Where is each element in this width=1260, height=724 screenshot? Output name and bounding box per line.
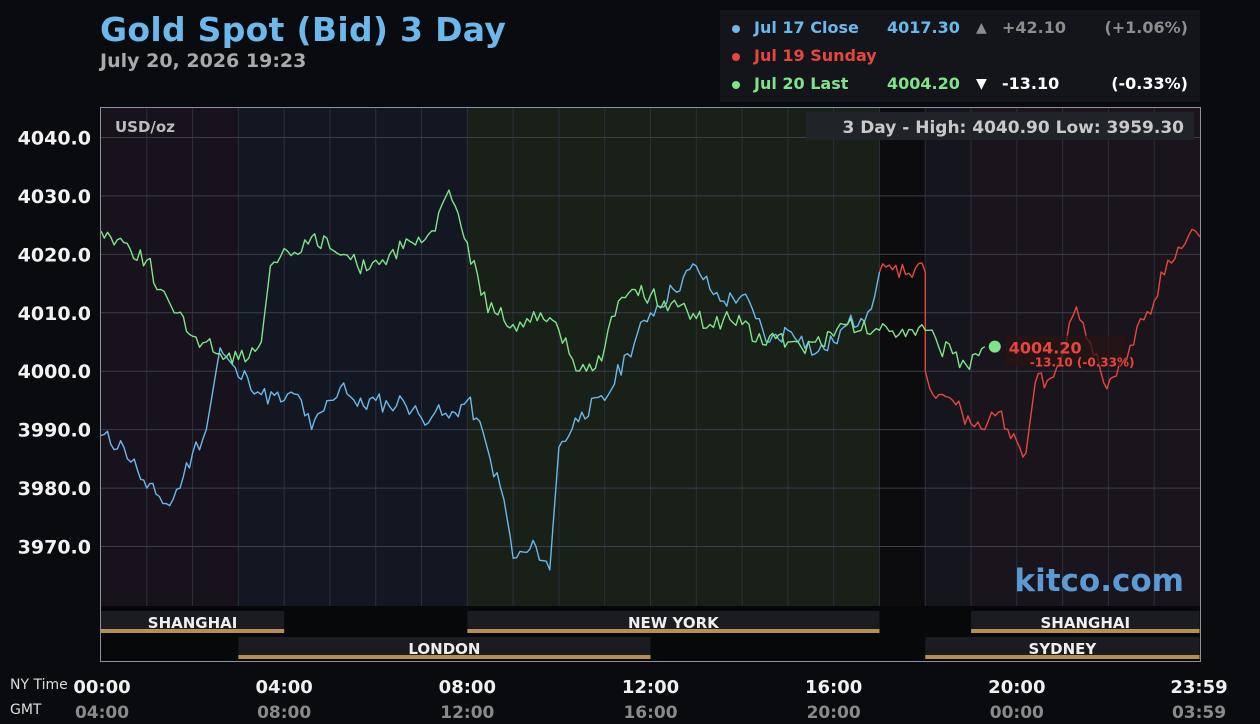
y-tick-label: 3980.0	[18, 478, 91, 500]
legend-row-jul17: Jul 17 Close 4017.30 ▲ +42.10 (+1.06%)	[720, 18, 1200, 42]
y-tick-label: 4020.0	[18, 244, 91, 266]
legend-price: 4004.20	[887, 74, 960, 93]
market-bar	[467, 629, 880, 633]
market-bar	[925, 655, 1200, 659]
gmt-time-tick: 08:00	[257, 703, 312, 723]
ny-time-tick: 00:00	[73, 677, 131, 698]
last-price-dot	[988, 340, 1001, 353]
market-bar	[101, 629, 285, 633]
y-tick-label: 3990.0	[18, 420, 91, 442]
legend: Jul 17 Close 4017.30 ▲ +42.10 (+1.06%) J…	[720, 10, 1200, 102]
legend-label: Jul 20 Last	[754, 74, 849, 93]
session-band	[467, 108, 880, 606]
legend-label: Jul 19 Sunday	[754, 46, 877, 65]
market-label: NEW YORK	[628, 614, 720, 632]
watermark: kitco.com	[1015, 563, 1185, 599]
market-bg	[467, 611, 880, 629]
up-arrow-icon: ▲	[976, 20, 987, 36]
series-line-2	[100, 189, 986, 372]
market-bar	[971, 629, 1200, 633]
last-change-text: -13.10 (-0.33%)	[1030, 356, 1135, 370]
legend-percent: (-0.33%)	[1111, 74, 1188, 93]
gmt-time-tick: 00:00	[989, 703, 1044, 723]
chart-title: Gold Spot (Bid) 3 Day	[100, 10, 507, 49]
market-bg	[971, 611, 1200, 629]
gmt-time-tick: 16:00	[623, 703, 678, 723]
y-axis: 4040.0 4030.0 4020.0 4010.0 4000.0 3990.0 3980…	[18, 128, 91, 559]
gmt-label: GMT	[10, 702, 42, 718]
series-line-1	[878, 228, 1201, 458]
last-price-text: 4004.20	[1009, 339, 1082, 358]
ny-time-tick: 16:00	[805, 677, 863, 698]
legend-percent: (+1.06%)	[1104, 18, 1188, 37]
ny-time-label: NY Time	[10, 677, 68, 693]
session-band	[101, 108, 239, 606]
ny-time-tick: 08:00	[438, 677, 496, 698]
market-label: SHANGHAI	[148, 614, 238, 632]
legend-price: 4017.30	[887, 18, 960, 37]
unit-label: USD/oz	[115, 118, 175, 136]
y-tick-label: 3970.0	[18, 537, 91, 559]
legend-change: -13.10	[1002, 74, 1060, 93]
ny-time-tick: 23:59	[1170, 677, 1228, 698]
market-bg	[238, 637, 651, 655]
market-label: SHANGHAI	[1041, 614, 1131, 632]
session-band	[925, 108, 972, 606]
y-tick-label: 4000.0	[18, 361, 91, 383]
high-low-box	[806, 112, 1194, 140]
last-price-box	[1004, 335, 1125, 366]
gmt-time-tick: 20:00	[806, 703, 861, 723]
plot-frame	[100, 107, 1201, 662]
high-low-text: 3 Day - High: 4040.90 Low: 3959.30	[842, 118, 1184, 138]
gmt-time-tick: 12:00	[440, 703, 495, 723]
y-tick-label: 4010.0	[18, 303, 91, 325]
ny-time-tick: 20:00	[988, 677, 1046, 698]
last-price-marker: 4004.20-13.10 (-0.33%)	[988, 335, 1135, 370]
y-tick-label: 4040.0	[18, 128, 91, 150]
legend-row-jul19: Jul 19 Sunday	[720, 46, 1200, 70]
legend-label: Jul 17 Close	[754, 18, 859, 37]
chart-timestamp: July 20, 2026 19:23	[100, 50, 307, 72]
series-lines	[100, 189, 1201, 571]
ny-time-tick: 04:00	[255, 677, 313, 698]
session-band	[879, 108, 926, 606]
grid	[101, 108, 1200, 606]
market-bg	[925, 637, 1200, 655]
series-line-0	[100, 263, 881, 571]
market-label: SYDNEY	[1029, 640, 1098, 658]
market-sessions: SHANGHAI NEW YORK SHANGHAI LONDON SYDNEY	[101, 611, 1200, 659]
ny-time-tick: 12:00	[621, 677, 680, 698]
legend-change: +42.10	[1002, 18, 1067, 37]
market-bar	[238, 655, 651, 659]
gmt-time-tick: 04:00	[74, 703, 130, 723]
legend-dot	[732, 81, 740, 89]
market-label: LONDON	[408, 640, 480, 658]
market-bg	[101, 611, 285, 629]
legend-dot	[732, 25, 740, 33]
legend-row-jul20: Jul 20 Last 4004.20 ▼ -13.10 (-0.33%)	[720, 74, 1200, 98]
down-arrow-icon: ▼	[976, 76, 987, 92]
session-band	[238, 108, 468, 606]
legend-dot	[732, 53, 740, 61]
gmt-time-tick: 03:59	[1171, 703, 1227, 723]
y-tick-label: 4030.0	[18, 186, 91, 208]
